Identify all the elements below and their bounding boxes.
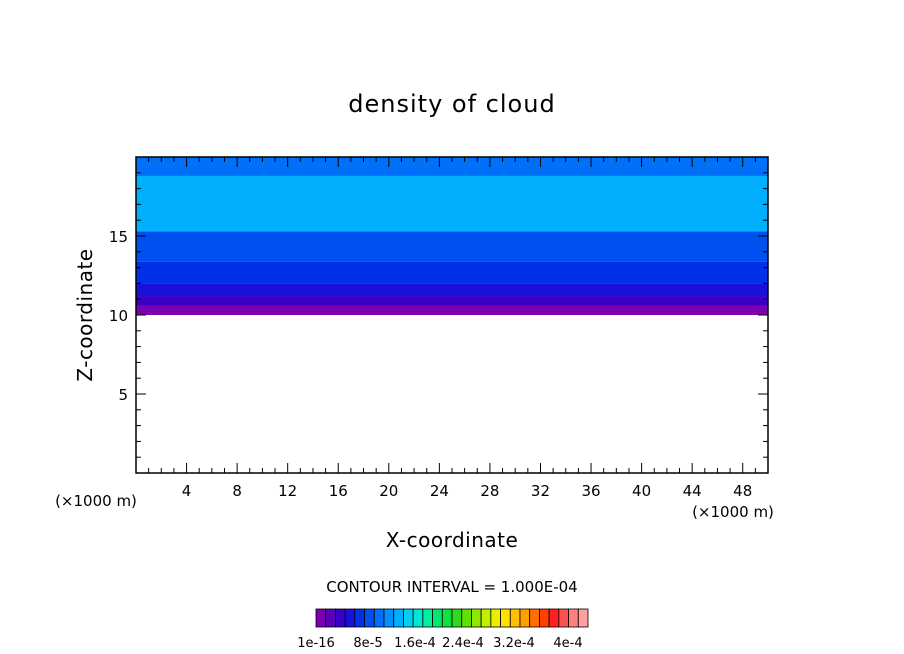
colorbar-swatch	[509, 608, 521, 628]
colorbar-label: 4e-4	[553, 636, 582, 651]
chart-title: density of cloud	[348, 90, 555, 118]
colorbar-swatch	[548, 608, 560, 628]
colorbar-swatch	[432, 608, 443, 628]
x-tick-label: 16	[329, 482, 348, 500]
colorbar-swatch	[471, 608, 482, 628]
contour-band-5	[136, 175, 768, 232]
colorbar-swatch	[393, 608, 404, 628]
contour-band-1	[136, 296, 768, 306]
colorbar-swatch	[373, 608, 385, 628]
x-tick-label: 24	[430, 482, 449, 500]
colorbar-swatch	[568, 608, 579, 628]
x-axis-label: X-coordinate	[386, 528, 519, 552]
colorbar-label: 3.2e-4	[493, 636, 535, 651]
x-axis-unit-label: (×1000 m)	[692, 503, 774, 521]
y-tick-label: 15	[109, 228, 128, 246]
colorbar-swatch	[412, 608, 424, 628]
y-axis-label: Z-coordinate	[73, 248, 97, 381]
colorbar-swatch	[539, 608, 550, 628]
x-tick-label: 48	[733, 482, 752, 500]
y-tick-label: 5	[118, 386, 128, 404]
colorbar-labels: 1e-16 8e-5 1.6e-4 2.4e-4 3.2e-4 4e-4	[297, 636, 582, 651]
contour-interval-text: CONTOUR INTERVAL = 1.000E-04	[326, 578, 577, 596]
colorbar-label: 1.6e-4	[394, 636, 436, 651]
colorbar-swatch	[451, 608, 463, 628]
colorbar-swatch	[529, 608, 540, 628]
contour-band-4	[136, 231, 768, 262]
colorbar-label: 8e-5	[353, 636, 382, 651]
contour-band-6	[136, 157, 768, 176]
colorbar-swatch	[422, 608, 433, 628]
colorbar-swatch	[480, 608, 492, 628]
colorbar-swatch	[558, 608, 569, 628]
contour-band-3	[136, 261, 768, 284]
contour-band-2	[136, 283, 768, 297]
colorbar-label: 1e-16	[297, 636, 335, 651]
contour-field	[136, 157, 768, 315]
x-tick-label: 40	[632, 482, 651, 500]
colorbar-swatch	[335, 608, 346, 628]
colorbar-label: 2.4e-4	[442, 636, 484, 651]
colorbar-swatch	[519, 608, 531, 628]
colorbar-swatch	[403, 608, 414, 628]
x-tick-label: 4	[182, 482, 192, 500]
x-tick-label: 8	[232, 482, 242, 500]
colorbar-swatch	[490, 608, 501, 628]
x-tick-label: 20	[379, 482, 398, 500]
x-tick-label: 28	[480, 482, 499, 500]
y-axis-ticks: 5 10 15	[109, 172, 768, 458]
colorbar-swatch	[461, 608, 472, 628]
colorbar	[315, 608, 589, 628]
plot-frame	[135, 156, 769, 474]
colorbar-swatch	[441, 608, 453, 628]
colorbar-swatch	[364, 608, 375, 628]
colorbar-swatch	[325, 608, 336, 628]
colorbar-swatch	[315, 608, 327, 628]
colorbar-swatch	[354, 608, 365, 628]
colorbar-swatch	[344, 608, 356, 628]
colorbar-swatch	[383, 608, 395, 628]
contour-band-0	[136, 305, 768, 315]
x-axis-ticks: 4 8 12 16 20 24 28 32 36 40 44 48	[148, 157, 756, 500]
x-tick-label: 32	[531, 482, 550, 500]
y-axis-unit-label: (×1000 m)	[55, 492, 137, 510]
x-tick-label: 12	[278, 482, 297, 500]
colorbar-swatch	[577, 608, 589, 628]
x-tick-label: 44	[683, 482, 702, 500]
x-tick-label: 36	[581, 482, 600, 500]
colorbar-swatch	[500, 608, 511, 628]
y-tick-label: 10	[109, 307, 128, 325]
